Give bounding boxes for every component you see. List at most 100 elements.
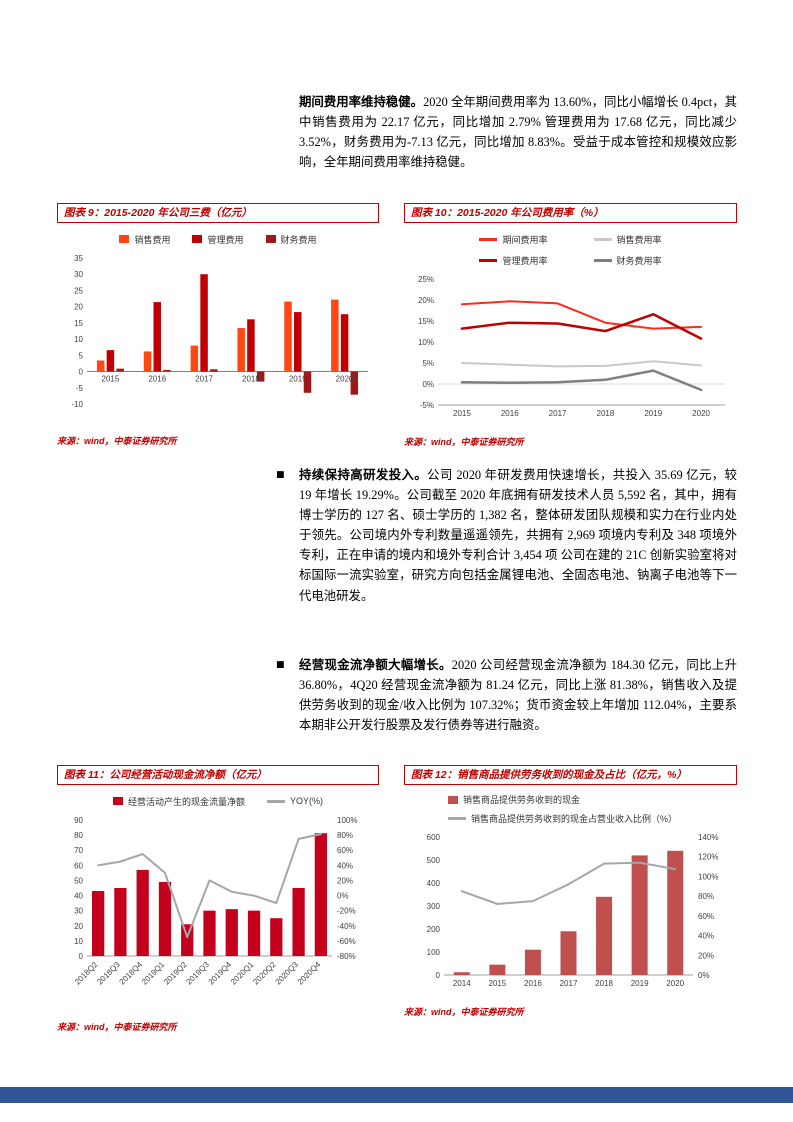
bar [106, 350, 115, 372]
left-axis-tick-label: -5% [420, 401, 434, 410]
bar [181, 924, 194, 956]
bar [247, 319, 255, 372]
right-axis-tick-label: 20% [337, 876, 353, 885]
left-axis-tick-label: 50 [74, 876, 83, 885]
bar [331, 299, 339, 372]
x-tick-label: 2020 [336, 375, 354, 384]
x-tick-label: 2015 [488, 979, 506, 988]
x-tick-label: 2019 [631, 979, 649, 988]
bullet-rd-investment: ■ 持续保持高研发投入。公司 2020 年研发费用快速增长，共投入 35.69 … [276, 465, 737, 606]
figure-10: 图表 10：2015-2020 年公司费用率（%） 期间费用率 销售费用率 管理费用… [404, 203, 737, 448]
legend-item: 管理费用 [192, 233, 244, 246]
line-series [460, 360, 703, 368]
bar [114, 888, 127, 956]
right-axis-tick-label: 140% [698, 833, 718, 842]
x-tick-label: 2015 [102, 375, 120, 384]
left-axis-tick-label: 25% [418, 275, 434, 284]
bullet-square-icon: ■ [276, 470, 285, 480]
bar [190, 345, 199, 372]
figure-9: 图表 9：2015-2020 年公司三费（亿元） 销售费用 管理费用 财务费用 -1… [57, 203, 379, 447]
bar [256, 371, 265, 382]
bullet-rd-text: 持续保持高研发投入。公司 2020 年研发费用快速增长，共投入 35.69 亿元… [299, 465, 737, 606]
left-axis-tick-label: 10 [74, 335, 83, 344]
legend-label: 财务费用率 [616, 256, 662, 266]
left-axis-tick-label: 90 [74, 816, 83, 825]
line-series [460, 369, 703, 392]
footer-bar [0, 1087, 793, 1103]
x-tick-label: 2020Q3 [274, 960, 301, 987]
right-axis-tick-label: 80% [698, 892, 714, 901]
figure-12-source: 来源：wind，中泰证券研究所 [404, 1007, 524, 1017]
x-tick-label: 2018 [595, 979, 613, 988]
legend-item: 财务费用率 [593, 254, 662, 267]
figure-10-header: 图表 10：2015-2020 年公司费用率（%） [404, 203, 737, 223]
x-tick-label: 2014 [453, 979, 471, 988]
left-axis-tick-label: 200 [427, 925, 441, 934]
x-tick-label: 2018Q3 [95, 960, 122, 987]
bar [350, 371, 359, 395]
bullet-cashflow-body: 2020 公司经营现金流净额为 184.30 亿元，同比上升 36.80%，4Q… [299, 658, 737, 733]
x-tick-label: 2016 [501, 409, 519, 418]
legend-label: 销售商品提供劳务收到的现金占营业收入比例（%） [471, 814, 678, 824]
figure-12-header: 图表 12：销售商品提供劳务收到的现金及占比（亿元，%） [404, 765, 737, 785]
legend-item: 财务费用 [265, 233, 317, 246]
legend-line-swatch [448, 817, 466, 820]
bullet-cashflow: ■ 经营现金流净额大幅增长。2020 公司经营现金流净额为 184.30 亿元，… [276, 655, 737, 735]
right-axis-tick-label: 0% [337, 892, 349, 901]
left-axis-tick-label: 600 [427, 833, 441, 842]
figure-12-legend: 销售商品提供劳务收到的现金销售商品提供劳务收到的现金占营业收入比例（%） [448, 793, 737, 825]
bar [153, 302, 161, 372]
line-series [97, 833, 322, 939]
legend-label: YOY(%) [290, 796, 324, 806]
left-axis-tick-label: 10 [74, 937, 83, 946]
bullet-square-icon: ■ [276, 660, 285, 670]
legend-label: 销售商品提供劳务收到的现金 [463, 795, 581, 805]
intro-lead: 期间费用率维持稳健。 [299, 95, 424, 109]
bar [158, 881, 172, 956]
bar [96, 360, 105, 372]
left-axis-tick-label: 30 [74, 270, 83, 279]
bar [340, 314, 349, 372]
right-axis-tick-label: 60% [698, 912, 714, 921]
figure-10-legend: 期间费用率 销售费用率 管理费用率 财务费用率 [404, 233, 737, 267]
line-series [460, 300, 703, 330]
figure-11-source: 来源：wind，中泰证券研究所 [57, 1022, 177, 1032]
bar [303, 371, 312, 393]
right-axis-tick-label: 60% [337, 846, 353, 855]
right-axis-tick-label: 40% [337, 861, 353, 870]
intro-paragraph: 期间费用率维持稳健。2020 全年期间费用率为 13.60%，同比小幅增长 0.… [299, 92, 737, 172]
left-axis-tick-label: 20 [74, 303, 83, 312]
legend-line-swatch [267, 799, 285, 803]
bullet-cashflow-text: 经营现金流净额大幅增长。2020 公司经营现金流净额为 184.30 亿元，同比… [299, 655, 737, 735]
figure-11: 图表 11：公司经营活动现金流净额（亿元） 经营活动产生的现金流量净额 YOY(%… [57, 765, 379, 1033]
left-axis-tick-label: 100 [427, 948, 441, 957]
right-axis-tick-label: 40% [698, 932, 714, 941]
legend-item: 经营活动产生的现金流量净额 [112, 795, 245, 808]
figure-9-source: 来源：wind，中泰证券研究所 [57, 436, 177, 446]
bar [667, 850, 684, 975]
x-tick-label: 2019Q1 [140, 960, 167, 987]
left-axis-tick-label: 5% [422, 359, 434, 368]
legend-line-swatch [479, 259, 498, 262]
legend-item: 销售商品提供劳务收到的现金 [448, 793, 580, 806]
x-tick-label: 2017 [560, 979, 578, 988]
left-axis-tick-label: 20 [74, 922, 83, 931]
left-axis-tick-label: 0 [79, 368, 84, 377]
legend-label: 管理费用 [207, 234, 244, 245]
legend-bar-swatch [448, 795, 458, 804]
right-axis-tick-label: -40% [337, 922, 356, 931]
left-axis-tick-label: 400 [427, 879, 441, 888]
legend-label: 财务费用 [280, 234, 317, 245]
x-tick-label: 2017 [549, 409, 567, 418]
x-tick-label: 2020 [692, 409, 710, 418]
x-tick-label: 2015 [453, 409, 471, 418]
x-tick-label: 2018 [597, 409, 615, 418]
right-axis-tick-label: 0% [698, 971, 710, 980]
left-axis-tick-label: 30 [74, 907, 83, 916]
right-axis-tick-label: 80% [337, 831, 353, 840]
left-axis-tick-label: 15 [74, 319, 83, 328]
figure-12-chart: 0 100 200 300 400 500 600 0% 20% 40% 60% 80% 100% 120… [427, 833, 719, 988]
bar [596, 896, 613, 975]
left-axis-tick-label: 0% [422, 380, 434, 389]
x-tick-label: 2020 [666, 979, 684, 988]
